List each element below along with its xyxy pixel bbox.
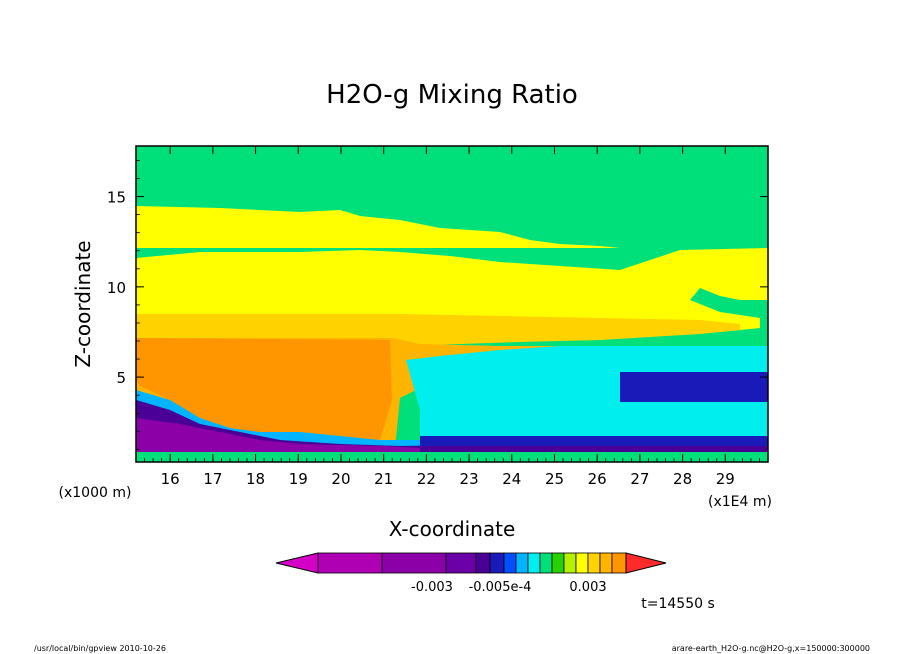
x-axis-ticks: 16 17 18 19 20 21 22 23 24 25 26 27 28 29	[135, 146, 769, 488]
y-axis-label: Z-coordinate	[71, 240, 95, 367]
x-tick-label: 19	[289, 470, 308, 488]
colorbar-swatch	[527, 552, 541, 574]
x-tick-label: 20	[331, 470, 350, 488]
x-tick-label: 24	[502, 470, 521, 488]
y-axis-ticks: 5 10 15	[107, 160, 768, 450]
y-tick-label: 5	[116, 369, 126, 387]
footer-right: arare-earth_H2O-g.nc@H2O-g,x=150000:3000…	[672, 644, 870, 653]
x-unit-left: (x1000 m)	[59, 485, 132, 501]
colorbar-swatch	[599, 552, 613, 574]
chart-title: H2O-g Mixing Ratio	[326, 80, 578, 110]
colorbar-swatch	[539, 552, 553, 574]
field-cyan	[406, 346, 768, 440]
colorbar-arrow-left	[275, 552, 319, 574]
colorbar-label-2: -0.005e-4	[469, 580, 532, 595]
x-tick-label: 26	[588, 470, 607, 488]
colorbar	[275, 552, 667, 574]
colorbar-swatch	[587, 552, 601, 574]
x-tick-label: 22	[417, 470, 436, 488]
colorbar-swatch	[611, 552, 627, 574]
colorbar-label-3: 0.003	[569, 580, 606, 595]
field-low-purple	[136, 418, 420, 456]
x-tick-label: 27	[630, 470, 649, 488]
x-tick-label: 17	[203, 470, 222, 488]
colorbar-swatch	[503, 552, 517, 574]
y-tick-label: 10	[107, 279, 126, 297]
colorbar-swatch	[445, 552, 477, 574]
field-core-dark-orange	[136, 338, 392, 440]
colorbar-arrow-right	[625, 552, 667, 574]
x-tick-label: 25	[545, 470, 564, 488]
x-axis-label: X-coordinate	[389, 517, 516, 541]
colorbar-swatch	[551, 552, 565, 574]
colorbar-swatch	[475, 552, 491, 574]
footer-left: /usr/local/bin/gpview 2010-10-26	[34, 644, 166, 653]
x-tick-label: 28	[673, 470, 692, 488]
colorbar-label-1: -0.003	[411, 580, 453, 595]
colorbar-swatch	[381, 552, 447, 574]
x-tick-label: 18	[246, 470, 265, 488]
field-bottom-blue-strip	[420, 436, 768, 446]
x-tick-label: 16	[161, 470, 180, 488]
field-blue	[620, 372, 768, 402]
field-bottom-green	[136, 452, 768, 462]
colorbar-swatch	[575, 552, 589, 574]
y-tick-label: 15	[107, 189, 126, 207]
x-tick-label: 23	[460, 470, 479, 488]
colorbar-swatch	[489, 552, 505, 574]
x-tick-label: 21	[374, 470, 393, 488]
time-label: t=14550 s	[641, 596, 715, 612]
plot-area: 16 17 18 19 20 21 22 23 24 25 26 27 28 29 5 10 15	[107, 145, 769, 488]
x-unit-right: (x1E4 m)	[708, 494, 772, 510]
x-tick-label: 29	[716, 470, 735, 488]
field-band-upper-yellow	[136, 206, 620, 248]
colorbar-swatch	[317, 552, 383, 574]
colorbar-swatch	[515, 552, 529, 574]
colorbar-swatch	[563, 552, 577, 574]
